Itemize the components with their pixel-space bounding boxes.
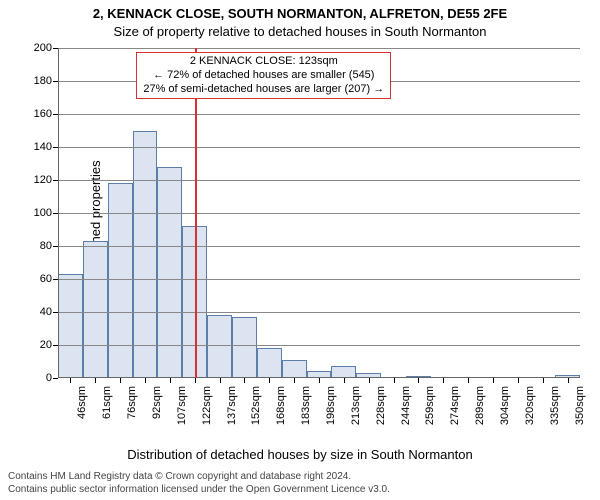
xtick-mark — [145, 378, 146, 383]
xtick-mark — [95, 378, 96, 383]
ytick-label: 60 — [40, 273, 58, 285]
xtick-mark — [195, 378, 196, 383]
xtick-mark — [294, 378, 295, 383]
xtick-mark — [493, 378, 494, 383]
ytick-label: 40 — [40, 306, 58, 318]
xtick-label: 274sqm — [447, 386, 461, 425]
ytick-label: 140 — [34, 141, 58, 153]
xtick-mark — [70, 378, 71, 383]
bar — [257, 348, 282, 378]
ytick-label: 160 — [34, 108, 58, 120]
xtick-mark — [220, 378, 221, 383]
xtick-label: 107sqm — [174, 386, 188, 425]
ytick-label: 200 — [34, 42, 58, 54]
gridline — [58, 312, 580, 313]
xtick-mark — [369, 378, 370, 383]
ytick-label: 180 — [34, 75, 58, 87]
xtick-mark — [443, 378, 444, 383]
annotation-box: 2 KENNACK CLOSE: 123sqm ← 72% of detache… — [136, 52, 391, 99]
xtick-label: 137sqm — [224, 386, 238, 425]
xtick-label: 244sqm — [398, 386, 412, 425]
chart-title-address: 2, KENNACK CLOSE, SOUTH NORMANTON, ALFRE… — [0, 6, 600, 21]
xtick-label: 122sqm — [199, 386, 213, 425]
plot-area: 020406080100120140160180200 46sqm61sqm76… — [58, 48, 580, 378]
annotation-line-1: 2 KENNACK CLOSE: 123sqm — [143, 55, 384, 69]
attribution-line-1: Contains HM Land Registry data © Crown c… — [8, 471, 390, 484]
ytick-label: 100 — [34, 207, 58, 219]
xtick-label: 259sqm — [422, 386, 436, 425]
bar — [232, 317, 257, 378]
bar — [282, 360, 307, 378]
ytick-label: 20 — [40, 339, 58, 351]
x-axis — [58, 377, 580, 378]
xtick-mark — [568, 378, 569, 383]
xtick-label: 168sqm — [273, 386, 287, 425]
xtick-label: 213sqm — [348, 386, 362, 425]
xtick-mark — [543, 378, 544, 383]
chart-subtitle: Size of property relative to detached ho… — [0, 24, 600, 39]
xtick-label: 289sqm — [472, 386, 486, 425]
gridline — [58, 48, 580, 49]
xtick-mark — [319, 378, 320, 383]
ytick-label: 0 — [46, 372, 58, 384]
xtick-label: 76sqm — [124, 386, 138, 419]
xtick-mark — [418, 378, 419, 383]
gridline — [58, 345, 580, 346]
xtick-label: 320sqm — [522, 386, 536, 425]
xtick-mark — [468, 378, 469, 383]
xtick-label: 304sqm — [497, 386, 511, 425]
bar — [207, 315, 232, 378]
gridline — [58, 180, 580, 181]
xtick-label: 228sqm — [373, 386, 387, 425]
xtick-label: 61sqm — [99, 386, 113, 419]
gridline — [58, 279, 580, 280]
bar — [133, 131, 158, 379]
xtick-mark — [269, 378, 270, 383]
xtick-label: 152sqm — [248, 386, 262, 425]
xtick-label: 183sqm — [298, 386, 312, 425]
gridline — [58, 246, 580, 247]
xtick-mark — [518, 378, 519, 383]
gridline — [58, 114, 580, 115]
xtick-mark — [244, 378, 245, 383]
xtick-mark — [344, 378, 345, 383]
xtick-label: 92sqm — [149, 386, 163, 419]
bar — [58, 274, 83, 378]
attribution: Contains HM Land Registry data © Crown c… — [8, 471, 390, 496]
xtick-mark — [120, 378, 121, 383]
gridline — [58, 147, 580, 148]
ytick-label: 120 — [34, 174, 58, 186]
x-axis-label: Distribution of detached houses by size … — [0, 447, 600, 462]
ytick-label: 80 — [40, 240, 58, 252]
xtick-label: 335sqm — [547, 386, 561, 425]
annotation-line-3: 27% of semi-detached houses are larger (… — [143, 83, 384, 97]
xtick-mark — [394, 378, 395, 383]
xtick-label: 198sqm — [323, 386, 337, 425]
bar — [157, 167, 182, 378]
xtick-label: 46sqm — [74, 386, 88, 419]
annotation-line-2: ← 72% of detached houses are smaller (54… — [143, 69, 384, 83]
bar — [83, 241, 108, 378]
y-axis — [58, 48, 59, 378]
xtick-mark — [170, 378, 171, 383]
gridline — [58, 213, 580, 214]
attribution-line-2: Contains public sector information licen… — [8, 484, 390, 497]
xtick-label: 350sqm — [572, 386, 586, 425]
